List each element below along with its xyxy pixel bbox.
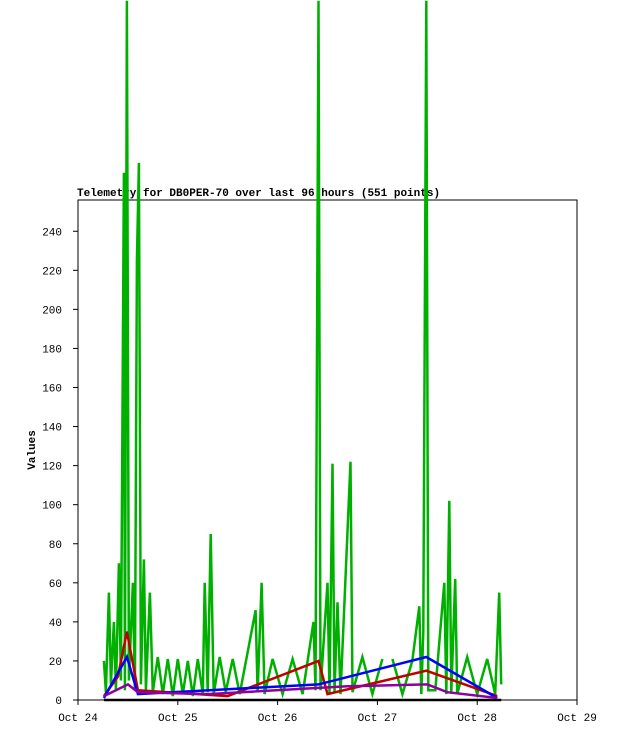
x-tick-label: Oct 26 bbox=[258, 713, 298, 725]
y-tick-label: 220 bbox=[42, 266, 62, 278]
y-tick-label: 20 bbox=[49, 657, 62, 669]
x-tick-label: Oct 29 bbox=[557, 713, 597, 725]
y-tick-label: 60 bbox=[49, 579, 62, 591]
series-line bbox=[102, 631, 498, 698]
y-tick-label: 120 bbox=[42, 462, 62, 474]
y-tick-label: 100 bbox=[42, 501, 62, 513]
y-tick-label: 180 bbox=[42, 344, 62, 356]
chart-title: Telemetry for DB0PER-70 over last 96 hou… bbox=[77, 188, 440, 200]
y-axis-label: Values bbox=[27, 430, 39, 470]
x-tick-label: Oct 27 bbox=[358, 713, 398, 725]
series-line bbox=[102, 0, 503, 699]
y-tick-label: 160 bbox=[42, 384, 62, 396]
series-line bbox=[103, 682, 498, 700]
y-tick-label: 80 bbox=[49, 540, 62, 552]
y-tick-label: 240 bbox=[42, 227, 62, 239]
x-tick-label: Oct 24 bbox=[58, 713, 98, 725]
series-line bbox=[102, 653, 498, 700]
y-tick-label: 140 bbox=[42, 423, 62, 435]
y-tick-label: 200 bbox=[42, 305, 62, 317]
y-tick-label: 0 bbox=[55, 696, 62, 708]
y-tick-label: 40 bbox=[49, 618, 62, 630]
x-tick-label: Oct 25 bbox=[158, 713, 198, 725]
x-tick-label: Oct 28 bbox=[457, 713, 497, 725]
